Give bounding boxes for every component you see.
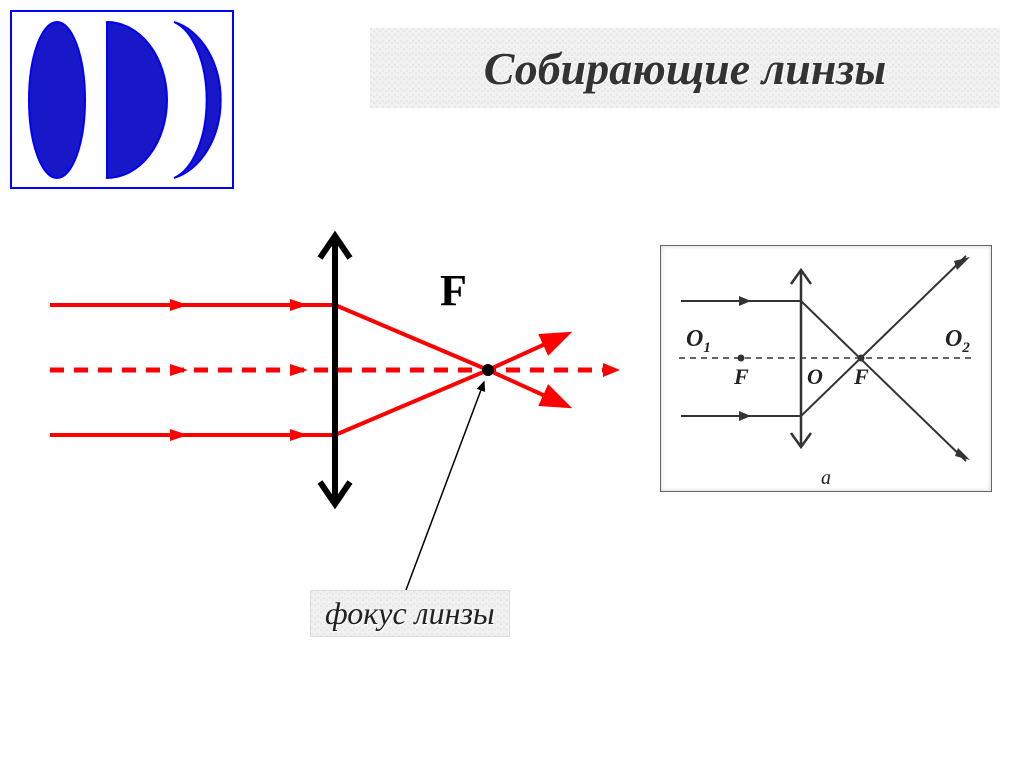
ray-arrow-icon — [170, 299, 188, 311]
label-F-right: F — [853, 364, 869, 389]
focus-caption: фокус линзы — [325, 595, 495, 631]
label-a: а — [821, 467, 831, 489]
refracted-ray-upper-out — [488, 370, 565, 405]
title-box: Собирающие линзы — [370, 28, 1000, 108]
ray-arrow-icon — [170, 364, 188, 376]
label-F-left: F — [733, 364, 749, 389]
caption-box: фокус линзы — [310, 590, 510, 637]
main-ray-diagram — [20, 210, 630, 530]
refracted-ray-lower-out — [488, 335, 565, 370]
ray-arrow-icon — [290, 429, 308, 441]
ray-arrow-icon — [739, 296, 751, 306]
small-ray-out-lower — [801, 256, 966, 416]
focus-label: F — [440, 265, 467, 316]
ray-arrow-icon — [290, 299, 308, 311]
planoconvex-lens-icon — [107, 22, 167, 178]
refracted-ray-lower — [335, 370, 488, 435]
page-title: Собирающие линзы — [484, 42, 887, 95]
biconvex-lens-icon — [29, 22, 85, 178]
lens-shape-icons — [10, 10, 234, 189]
small-focus-left — [738, 355, 745, 362]
secondary-ray-diagram: O1 O2 F O F а — [660, 245, 992, 492]
ray-arrow-icon — [739, 411, 751, 421]
ray-arrow-icon — [170, 429, 188, 441]
label-O1: O1 — [686, 326, 711, 356]
label-O2: O2 — [945, 326, 970, 356]
small-ray-out-upper — [801, 301, 966, 461]
label-O: O — [807, 364, 823, 389]
focus-point — [482, 364, 494, 376]
meniscus-lens-icon — [174, 22, 221, 178]
ray-arrow-icon — [290, 364, 308, 376]
ray-arrow-icon — [603, 363, 620, 377]
small-focus-right — [858, 355, 865, 362]
